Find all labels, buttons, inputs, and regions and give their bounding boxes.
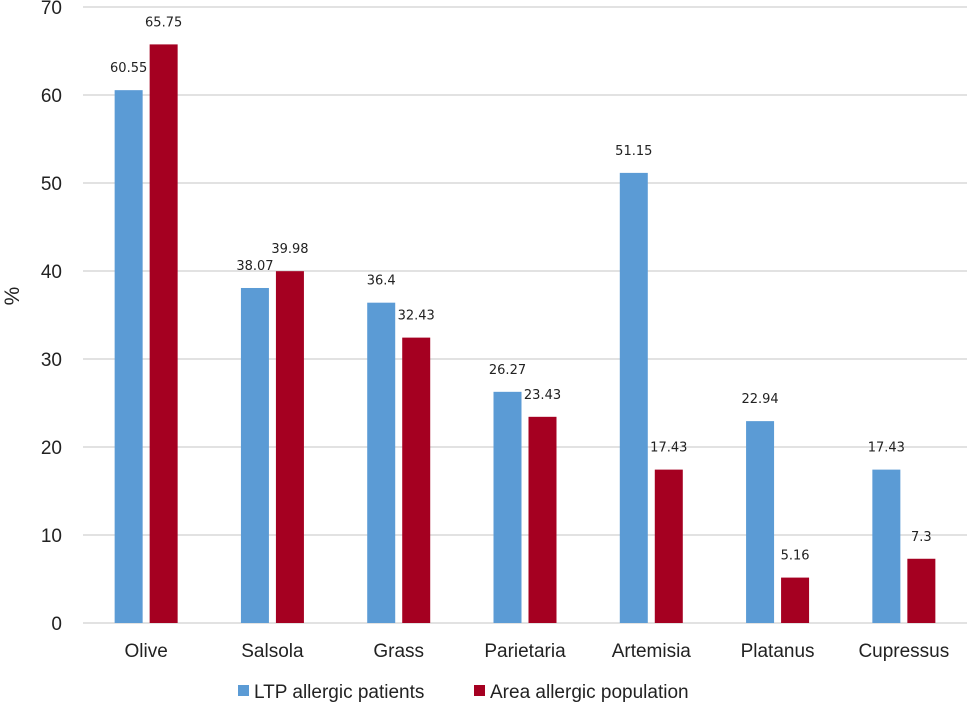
data-label: 51.15 <box>615 144 652 159</box>
data-label: 22.94 <box>741 392 778 407</box>
gridlines <box>83 6 967 624</box>
data-label: 5.16 <box>781 549 810 564</box>
legend: LTP allergic patients Area allergic popul… <box>238 682 689 703</box>
y-axis-label: % <box>1 287 24 306</box>
y-axis-ticks: 0 10 20 30 40 50 60 70 <box>41 0 62 635</box>
data-label: 39.98 <box>271 242 308 257</box>
bar-area-population-artemisia <box>654 469 683 623</box>
y-tick-label: 30 <box>41 350 62 371</box>
bar-area-population-cupressus <box>907 558 936 623</box>
bar-ltp-patients-cupressus <box>872 469 901 623</box>
bar-area-population-platanus <box>781 577 810 623</box>
x-category-label: Grass <box>373 641 424 662</box>
y-tick-label: 70 <box>41 0 62 19</box>
x-category-label: Platanus <box>741 641 815 662</box>
legend-swatch-ltp-patients <box>238 685 249 696</box>
x-category-label: Parietaria <box>484 641 566 662</box>
data-label: 7.3 <box>911 530 932 545</box>
bar-area-population-grass <box>402 337 431 623</box>
bar-ltp-patients-grass <box>367 302 396 623</box>
y-tick-label: 0 <box>51 614 62 635</box>
x-category-label: Salsola <box>241 641 304 662</box>
legend-label: Area allergic population <box>490 682 689 703</box>
y-tick-label: 20 <box>41 438 62 459</box>
data-label: 26.27 <box>489 363 526 378</box>
x-category-label: Artemisia <box>612 641 692 662</box>
data-label: 60.55 <box>110 61 147 76</box>
y-tick-label: 10 <box>41 526 62 547</box>
y-tick-label: 50 <box>41 174 62 195</box>
bar-area-population-olive <box>149 44 178 623</box>
x-axis-categories: Olive Salsola Grass Parietaria Artemisia Plat… <box>124 641 949 662</box>
data-label: 23.43 <box>524 388 561 403</box>
data-labels: 60.55 65.75 38.07 39.98 36.4 32.43 26.27 23.43 5… <box>110 15 932 563</box>
bar-area-population-salsola <box>275 271 304 623</box>
x-category-label: Olive <box>124 641 167 662</box>
data-label: 38.07 <box>236 259 273 274</box>
bar-ltp-patients-olive <box>114 90 143 623</box>
data-label: 17.43 <box>868 441 905 456</box>
bar-ltp-patients-artemisia <box>619 172 648 623</box>
legend-label: LTP allergic patients <box>254 682 424 703</box>
bar-ltp-patients-salsola <box>240 287 269 623</box>
x-category-label: Cupressus <box>858 641 949 662</box>
legend-swatch-area-population <box>474 685 485 696</box>
bars <box>114 44 936 623</box>
data-label: 17.43 <box>650 441 687 456</box>
y-tick-label: 40 <box>41 262 62 283</box>
bar-area-population-parietaria <box>528 416 557 623</box>
data-label: 65.75 <box>145 15 182 30</box>
bar-ltp-patients-parietaria <box>493 391 522 623</box>
data-label: 36.4 <box>367 274 396 289</box>
data-label: 32.43 <box>398 309 435 324</box>
bar-ltp-patients-platanus <box>746 421 775 623</box>
y-tick-label: 60 <box>41 86 62 107</box>
